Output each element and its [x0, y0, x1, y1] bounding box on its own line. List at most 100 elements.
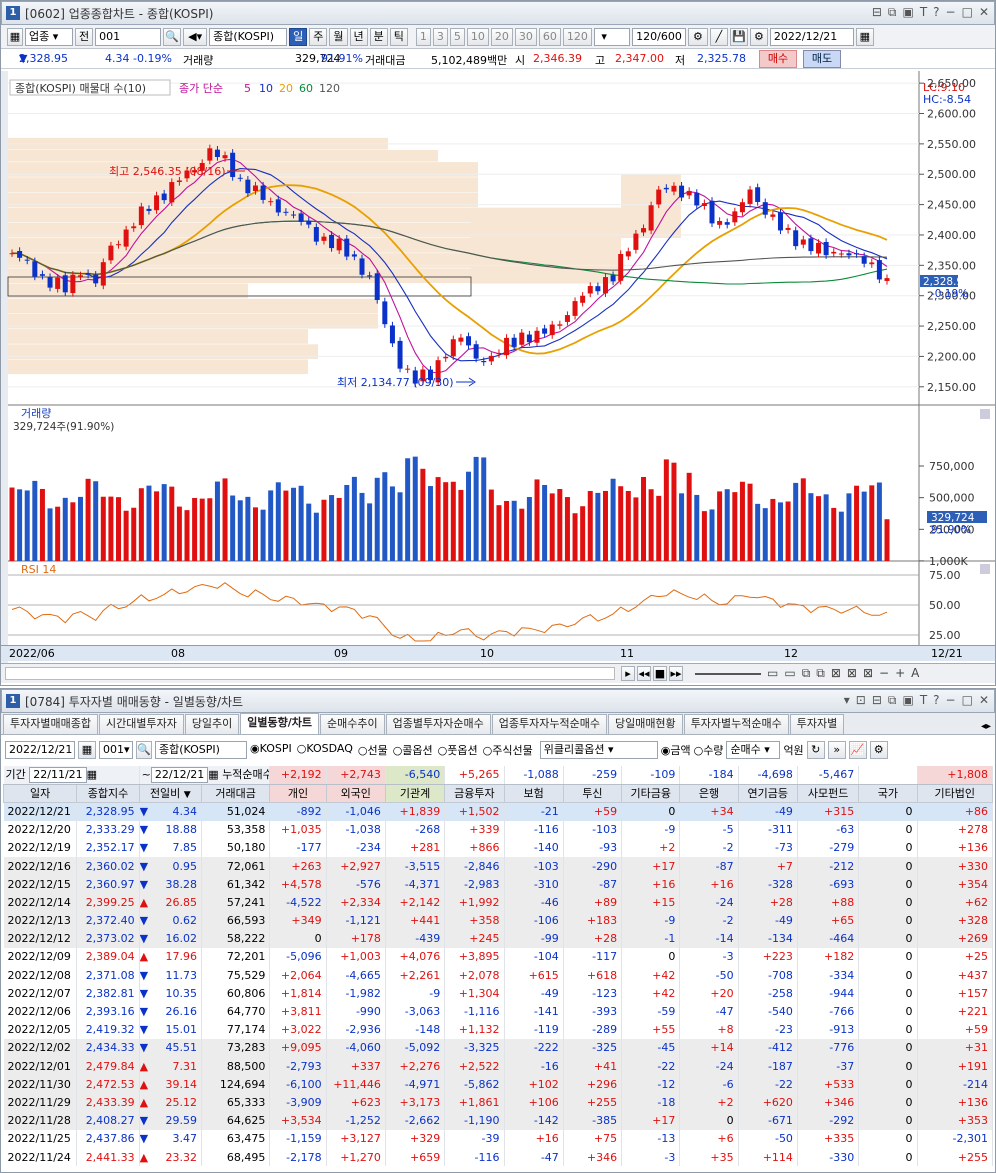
sell-button[interactable]: 매도	[803, 50, 841, 68]
sort-icon[interactable]: ▼	[183, 790, 191, 801]
column-header[interactable]: 전일비 ▼	[138, 783, 202, 803]
zoom-in-icon[interactable]: +	[895, 666, 906, 680]
maximize-icon-2[interactable]: □	[961, 693, 973, 707]
period-minute-button[interactable]: 분	[369, 27, 388, 46]
volume-pane-max-icon[interactable]	[980, 409, 990, 419]
column-header[interactable]: 은행	[679, 783, 739, 803]
table-row[interactable]: 2022/11/30 2,472.53 ▲ 39.14 124,694 -6,100 +11…	[3, 1075, 993, 1094]
period-from-input[interactable]: 22/11/21	[29, 767, 87, 784]
code-input-2[interactable]: 001▾	[99, 741, 133, 759]
tab-1[interactable]: 시간대별투자자	[98, 714, 184, 734]
market-radio-5[interactable]: ○주식선물	[482, 744, 533, 757]
zoom-out-icon[interactable]: −	[879, 666, 890, 680]
save-icon[interactable]: 💾	[729, 27, 748, 46]
copy-icon[interactable]: ⧉	[887, 5, 897, 19]
column-header[interactable]: 보험	[503, 783, 564, 803]
rsi-pane-max-icon[interactable]	[980, 564, 990, 574]
column-header[interactable]: 거래대금	[200, 783, 271, 803]
column-header[interactable]: 일자	[3, 783, 78, 803]
table-row[interactable]: 2022/12/21 2,328.95 ▼ 4.34 51,024 -892 -1,046 +…	[3, 802, 993, 821]
text-tool-icon[interactable]: A	[911, 666, 920, 680]
market-radio-0[interactable]: ◉KOSPI	[250, 742, 292, 755]
help-icon-2[interactable]: ?	[933, 693, 940, 707]
font-icon-2[interactable]: T	[919, 693, 928, 707]
tab-0[interactable]: 투자자별매매종합	[3, 714, 98, 734]
tool-icon-1[interactable]: ▭	[767, 666, 779, 680]
tab-5[interactable]: 업종별투자자순매수	[385, 714, 491, 734]
count-input[interactable]: 120/600	[631, 27, 686, 46]
font-icon[interactable]: T	[919, 5, 928, 19]
window-icon-2[interactable]: ▣	[902, 693, 914, 707]
scroll-stop-icon[interactable]: ■	[653, 666, 667, 681]
unit-amount-radio[interactable]: ◉금액	[660, 744, 691, 757]
settings-grid-icon[interactable]: ⚙	[687, 27, 708, 46]
period-year-button[interactable]: 년	[349, 27, 368, 46]
calendar-icon[interactable]: ▦	[855, 27, 874, 46]
column-header[interactable]: 연기금등	[737, 783, 798, 803]
mode-select[interactable]: 순매수 ▾	[726, 741, 781, 759]
table-row[interactable]: 2022/12/13 2,372.40 ▼ 0.62 66,593 +349 -1,121 +…	[3, 911, 993, 930]
column-header[interactable]: 투신	[562, 783, 623, 803]
scroll-back-icon[interactable]: ◂◂	[637, 666, 651, 681]
column-header[interactable]: 금융투자	[444, 783, 505, 803]
column-header[interactable]: 기타법인	[916, 783, 993, 803]
chart-icon[interactable]: 📈	[848, 741, 867, 759]
tab-8[interactable]: 투자자별누적순매수	[683, 714, 789, 734]
window-icon[interactable]: ▣	[902, 5, 914, 19]
tab-4[interactable]: 순매수추이	[320, 714, 385, 734]
period-to-input[interactable]: 22/12/21	[150, 767, 209, 784]
dropdown-icon[interactable]: ▾	[843, 693, 850, 707]
table-row[interactable]: 2022/12/16 2,360.02 ▼ 0.95 72,061 +263 +2,927-…	[3, 856, 993, 876]
refresh-icon[interactable]: ↻	[806, 741, 825, 759]
unit-qty-radio[interactable]: ○수량	[693, 744, 724, 757]
search-icon-2[interactable]: 🔍	[136, 741, 152, 759]
column-header[interactable]: 사모펀드	[796, 783, 860, 803]
minute-5-button[interactable]: 5	[449, 27, 465, 46]
jeon-button[interactable]: 전	[75, 27, 94, 46]
table-row[interactable]: 2022/12/06 2,393.16 ▼ 26.16 64,770 +3,811 -990…	[3, 1002, 993, 1021]
table-row[interactable]: 2022/11/24 2,441.33 ▲ 23.32 68,495 -2,178 +1,2…	[3, 1147, 993, 1167]
minimize-icon-2[interactable]: −	[945, 693, 956, 707]
table-row[interactable]: 2022/12/14 2,399.25 ▲ 26.85 57,241 -4,522 +2,3…	[3, 893, 993, 912]
table-row[interactable]: 2022/12/07 2,382.81 ▼ 10.35 60,806 +1,814 -1,9…	[3, 984, 993, 1003]
tool-icon-4[interactable]: ⧉	[816, 666, 825, 680]
speaker-icon[interactable]: ◀▾	[183, 27, 208, 46]
draw-tool-icon[interactable]: ╱	[709, 27, 728, 46]
query-date-input[interactable]: 2022/12/21	[5, 741, 75, 759]
minute-1-button[interactable]: 1	[415, 27, 431, 46]
period-month-button[interactable]: 월	[329, 27, 348, 46]
maximize-icon[interactable]: □	[961, 5, 973, 19]
column-header[interactable]: 종합지수	[76, 783, 140, 803]
tool-icon-5[interactable]: ⊠	[830, 666, 841, 680]
settings-icon[interactable]: ⚙	[869, 741, 888, 759]
tab-7[interactable]: 당일매매현황	[607, 714, 683, 734]
column-header[interactable]: 기타금융	[621, 783, 681, 803]
buy-button[interactable]: 매수	[759, 50, 797, 68]
next-icon[interactable]: »	[827, 741, 846, 759]
date-input[interactable]: 2022/12/21	[769, 27, 854, 46]
column-header[interactable]: 기관계	[384, 783, 446, 803]
table-row[interactable]: 2022/12/01 2,479.84 ▲ 7.31 88,500 -2,793 +337 +…	[3, 1057, 993, 1076]
link-icon[interactable]: ⊟	[871, 5, 882, 19]
close-icon-2[interactable]: ✕	[978, 693, 989, 707]
tool-icon-2[interactable]: ▭	[784, 666, 796, 680]
calendar-icon-2[interactable]: ▦	[78, 741, 96, 759]
column-header[interactable]: 개인	[269, 783, 327, 803]
weekly-option-select[interactable]: 위클리콜옵션 ▾	[539, 741, 658, 759]
market-radio-2[interactable]: ○선물	[357, 744, 388, 757]
minimize-icon[interactable]: −	[945, 5, 956, 19]
tab-6[interactable]: 업종투자자누적순매수	[491, 714, 607, 734]
scroll-prev-icon[interactable]: ▸	[621, 666, 635, 681]
period-tick-button[interactable]: 틱	[389, 27, 408, 46]
table-row[interactable]: 2022/12/05 2,419.32 ▼ 15.01 77,174 +3,022 -2,9…	[3, 1020, 993, 1039]
gear-icon[interactable]: ⚙	[749, 27, 768, 46]
minute-30-button[interactable]: 30	[514, 27, 537, 46]
tool-icon-3[interactable]: ⧉	[801, 666, 811, 680]
tool-icon-7[interactable]: ⊠	[862, 666, 874, 680]
market-radio-1[interactable]: ○KOSDAQ	[296, 742, 353, 755]
minute-10-button[interactable]: 10	[466, 27, 489, 46]
minute-custom-select[interactable]: ▾	[593, 27, 630, 46]
tab-9[interactable]: 투자자별	[789, 714, 845, 734]
tab-3[interactable]: 일별동향/차트	[240, 713, 320, 734]
market-radio-4[interactable]: ○풋옵션	[437, 744, 478, 757]
